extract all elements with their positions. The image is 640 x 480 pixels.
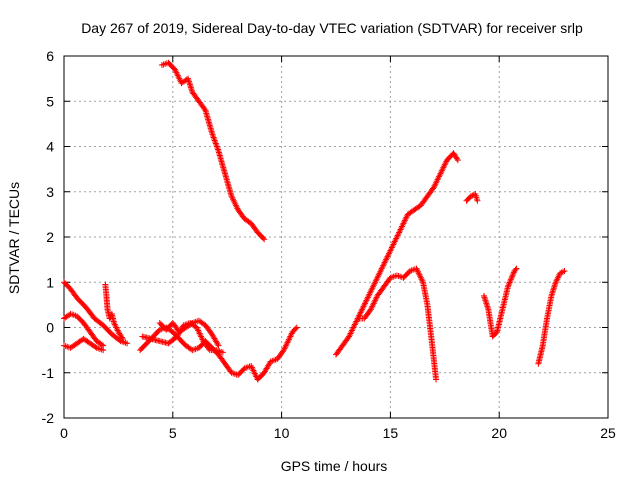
data-point <box>292 325 299 332</box>
data-point <box>119 335 126 342</box>
y-tick-label: 3 <box>46 184 54 200</box>
series-arc-5 <box>137 324 300 383</box>
data-point <box>504 283 511 290</box>
x-tick-label: 5 <box>169 425 177 441</box>
data-point <box>260 235 267 242</box>
data-point <box>510 270 517 277</box>
data-point <box>205 345 212 352</box>
grid <box>64 56 608 418</box>
series-arc-2 <box>61 310 107 349</box>
data-point <box>201 106 208 113</box>
data-points <box>61 59 568 383</box>
x-tick-label: 20 <box>491 425 507 441</box>
chart-title: Day 267 of 2019, Sidereal Day-to-day VTE… <box>81 20 583 36</box>
x-tick-label: 0 <box>60 425 68 441</box>
series-arc-12 <box>480 265 520 340</box>
x-tick-label: 15 <box>383 425 399 441</box>
series-arc-9 <box>333 150 461 358</box>
data-point <box>507 278 514 285</box>
y-axis-label: SDTVAR / TECUs <box>6 182 22 294</box>
series-arc-8 <box>158 59 268 243</box>
data-point <box>507 276 514 283</box>
y-tick-label: 1 <box>46 274 54 290</box>
series-arc-4 <box>102 281 126 342</box>
data-point <box>100 347 107 354</box>
y-tick-label: 0 <box>46 320 54 336</box>
data-point <box>506 279 513 286</box>
data-point <box>261 236 268 243</box>
data-point <box>513 265 520 272</box>
y-tick-label: 5 <box>46 93 54 109</box>
data-point <box>454 157 461 164</box>
data-point <box>505 282 512 289</box>
x-axis-label: GPS time / hours <box>281 458 388 474</box>
data-point <box>214 341 221 348</box>
y-tick-label: -1 <box>42 365 55 381</box>
series-arc-7 <box>156 317 222 349</box>
data-point <box>508 275 515 282</box>
series-arc-10 <box>354 265 440 383</box>
data-point <box>293 324 300 331</box>
data-point <box>124 340 131 347</box>
data-point <box>215 342 222 349</box>
x-tick-label: 25 <box>600 425 616 441</box>
axis-ticks: 0 5 10 15 20 25 -2 -1 0 1 2 3 4 5 6 <box>42 48 616 441</box>
y-tick-label: 2 <box>46 229 54 245</box>
data-point <box>561 267 568 274</box>
y-tick-label: 4 <box>46 139 54 155</box>
data-point <box>560 268 567 275</box>
data-point <box>506 280 513 287</box>
series-arc-13 <box>535 267 568 367</box>
x-tick-label: 10 <box>274 425 290 441</box>
y-tick-label: 6 <box>46 48 54 64</box>
data-point <box>188 320 195 327</box>
data-point <box>453 155 460 162</box>
series-arc-11 <box>463 191 481 204</box>
data-point <box>118 334 125 341</box>
data-point <box>474 197 481 204</box>
data-point <box>92 343 99 350</box>
data-point <box>492 330 499 337</box>
data-point <box>509 272 516 279</box>
data-point <box>433 376 440 383</box>
data-point <box>512 266 519 273</box>
data-point <box>509 273 516 280</box>
data-point <box>219 349 226 356</box>
series-arc-3 <box>61 335 107 354</box>
y-tick-label: -2 <box>42 410 55 426</box>
